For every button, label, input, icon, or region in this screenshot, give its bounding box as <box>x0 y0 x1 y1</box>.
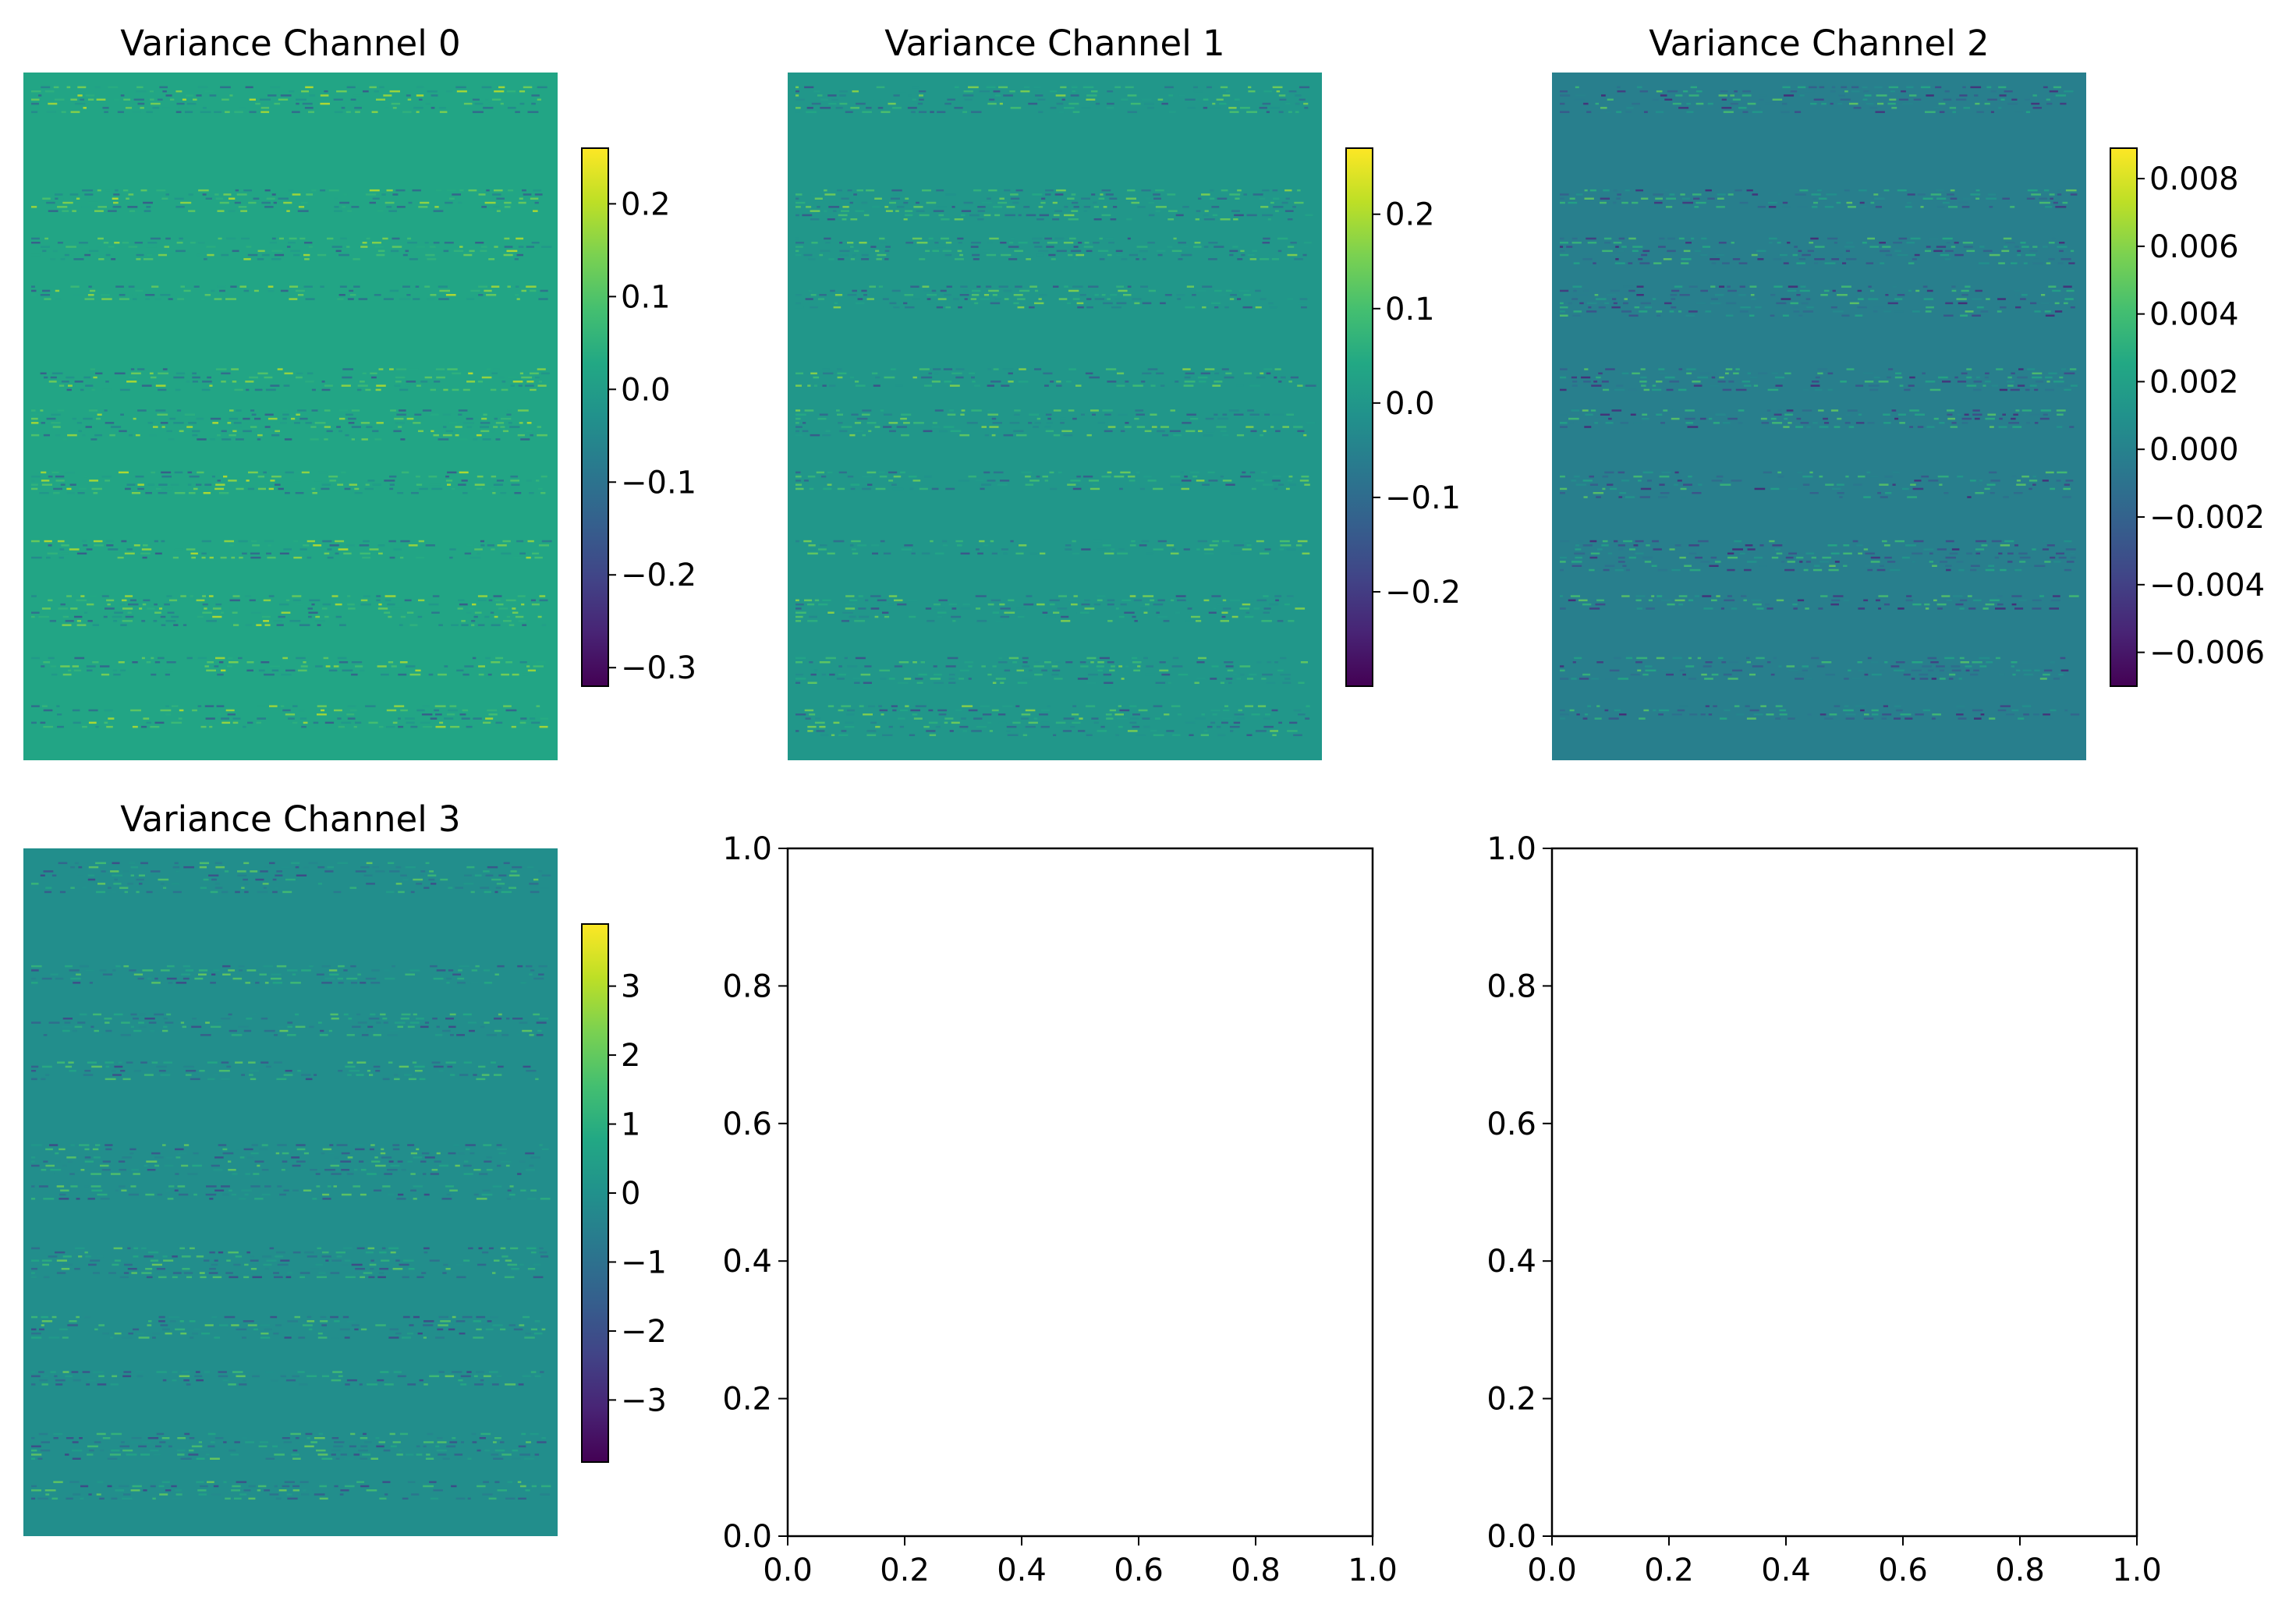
y-tick-label: 0.8 <box>1486 968 1536 1004</box>
colorbar-tick-label: 0.000 <box>2149 432 2239 468</box>
colorbar-tick-label: 3 <box>621 969 640 1005</box>
y-tick-label: 0.6 <box>722 1106 772 1142</box>
y-tick-label: 0.4 <box>722 1244 772 1280</box>
colorbar-tick-label: −1 <box>621 1245 667 1280</box>
colorbar-tick-label: −0.2 <box>1385 575 1461 611</box>
x-tick-label: 0.2 <box>880 1553 930 1588</box>
colorbar-tick-label: 0.1 <box>1385 292 1435 328</box>
x-tick-label: 0.6 <box>1114 1553 1164 1588</box>
colorbar-2 <box>2110 147 2138 687</box>
colorbar-tick-label: −0.006 <box>2149 636 2265 671</box>
y-tick-label: 0.2 <box>722 1382 772 1418</box>
y-tick-label: 0.0 <box>722 1519 772 1555</box>
x-tick-label: 1.0 <box>1348 1553 1398 1588</box>
colorbar-3 <box>581 923 609 1463</box>
colorbar-1 <box>1345 147 1373 687</box>
colorbar-tick-label: −0.2 <box>621 558 696 593</box>
heatmap-title-0: Variance Channel 0 <box>120 23 460 64</box>
colorbar-tick-label: 0.1 <box>621 279 671 315</box>
heatmap-panel-2: Variance Channel 2 0.008 0.006 0.004 0.002 0.… <box>1552 23 2265 760</box>
colorbar-tick-label: −0.002 <box>2149 500 2265 536</box>
colorbar-tick-label: −2 <box>621 1314 667 1350</box>
heatmap-field-3 <box>23 848 558 1536</box>
heatmap-field-1 <box>788 73 1322 760</box>
colorbar-tick-label: 0 <box>621 1176 640 1212</box>
colorbar-tick-label: 0.2 <box>1385 197 1435 233</box>
colorbar-tick-label: −0.004 <box>2149 568 2265 604</box>
x-tick-label: 0.0 <box>763 1553 813 1588</box>
axes-frame-1 <box>1550 847 2138 1538</box>
y-tick-label: 0.2 <box>1486 1382 1536 1418</box>
x-tick-label: 0.4 <box>997 1553 1047 1588</box>
heatmap-field-0 <box>23 73 558 760</box>
x-tick-label: 0.6 <box>1878 1553 1928 1588</box>
colorbar-0 <box>581 147 609 687</box>
heatmap-panel-0: Variance Channel 0 0.2 0.1 0.0 −0.1 −0.2 −0.3 <box>23 23 696 760</box>
heatmap-title-3: Variance Channel 3 <box>120 798 460 840</box>
heatmap-title-2: Variance Channel 2 <box>1649 23 1989 64</box>
y-tick-label: 0.8 <box>722 968 772 1004</box>
y-tick-label: 1.0 <box>1486 831 1536 867</box>
y-tick-label: 0.4 <box>1486 1244 1536 1280</box>
colorbar-tick-label: 0.2 <box>621 186 671 222</box>
colorbar-tick-label: 0.006 <box>2149 229 2239 265</box>
colorbar-tick-label: 1 <box>621 1107 640 1143</box>
colorbar-tick-label: −0.1 <box>1385 480 1461 516</box>
x-tick-label: 0.2 <box>1644 1553 1694 1588</box>
colorbar-tick-label: 0.008 <box>2149 161 2239 197</box>
heatmap-title-1: Variance Channel 1 <box>884 23 1224 64</box>
colorbar-tick-label: −0.3 <box>621 650 696 686</box>
colorbar-tick-label: 0.004 <box>2149 297 2239 333</box>
x-tick-label: 0.4 <box>1761 1553 1811 1588</box>
heatmap-panel-3: Variance Channel 3 3 2 1 0 −1 −2 −3 <box>23 798 667 1536</box>
y-tick-label: 1.0 <box>722 831 772 867</box>
heatmap-texture-0 <box>31 86 552 728</box>
colorbar-tick-label: 0.0 <box>621 372 671 408</box>
x-tick-label: 0.8 <box>1995 1553 2045 1588</box>
colorbar-tick-label: −0.1 <box>621 465 696 501</box>
heatmap-texture-2 <box>1560 86 2080 720</box>
empty-axes-0: 0.0 0.2 0.4 0.6 0.8 1.0 0.0 0.2 0.4 0.6 0.8 1.0 <box>722 831 1397 1588</box>
heatmap-panel-1: Variance Channel 1 0.2 0.1 0.0 −0.1 −0.2 <box>788 23 1461 760</box>
axes-frame-0 <box>786 847 1374 1538</box>
heatmap-texture-3 <box>31 862 551 1500</box>
colorbar-tick-label: 0.002 <box>2149 364 2239 400</box>
heatmap-field-2 <box>1552 73 2086 760</box>
x-tick-label: 0.8 <box>1231 1553 1281 1588</box>
x-tick-label: 0.0 <box>1527 1553 1577 1588</box>
empty-axes-1: 0.0 0.2 0.4 0.6 0.8 1.0 0.0 0.2 0.4 0.6 0.8 1.0 <box>1486 831 2161 1588</box>
heatmap-texture-1 <box>795 86 1316 736</box>
x-tick-label: 1.0 <box>2112 1553 2162 1588</box>
y-tick-label: 0.6 <box>1486 1106 1536 1142</box>
y-tick-label: 0.0 <box>1486 1519 1536 1555</box>
colorbar-tick-label: 0.0 <box>1385 386 1435 422</box>
colorbar-tick-label: −3 <box>621 1383 667 1418</box>
colorbar-tick-label: 2 <box>621 1038 640 1074</box>
